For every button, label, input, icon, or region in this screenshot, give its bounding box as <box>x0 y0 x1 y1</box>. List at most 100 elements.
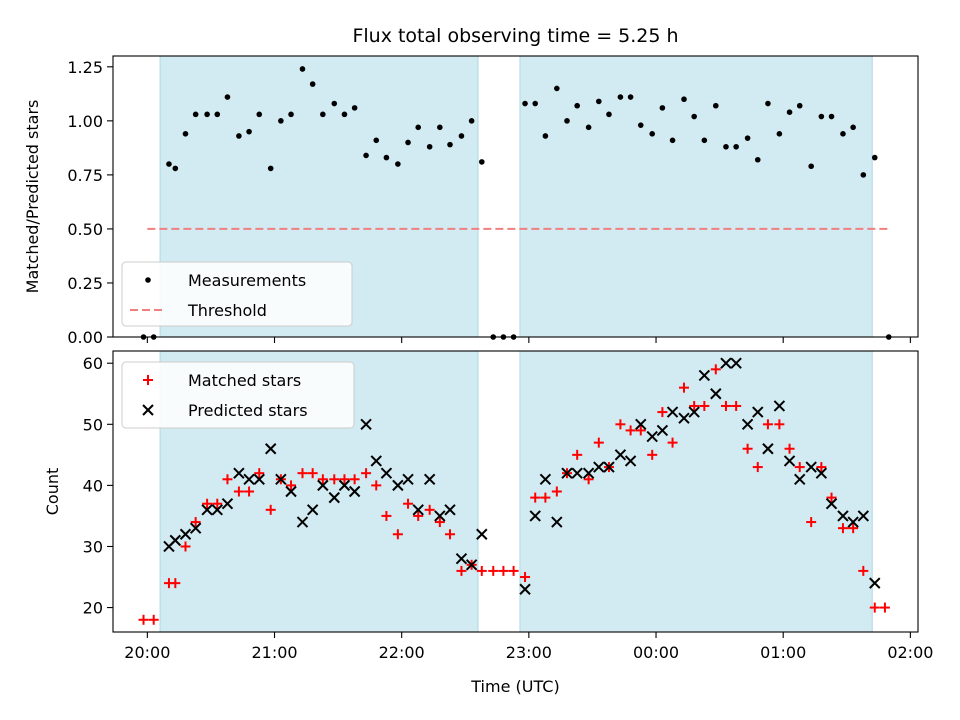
bottom-legend: Matched stars Predicted stars <box>121 361 355 429</box>
measurement-point <box>860 172 867 178</box>
predicted-star-point <box>561 467 573 479</box>
predicted-star-point <box>519 583 531 595</box>
predicted-star-point <box>720 357 732 369</box>
matched-star-point <box>361 468 372 479</box>
predicted-star-point <box>338 479 351 492</box>
measurement-point <box>564 118 570 124</box>
matched-star-point <box>806 517 817 528</box>
bottom-legend-box <box>121 361 355 429</box>
matched-star-point <box>498 565 509 576</box>
matched-star-point <box>583 474 594 485</box>
matched-star-point <box>456 565 467 576</box>
matched-star-point <box>371 480 382 491</box>
legend-matched-marker <box>143 375 153 385</box>
predicted-star-point <box>285 485 297 498</box>
x-tick-label: 01:00 <box>760 643 806 662</box>
matched-star-point <box>445 529 456 540</box>
measurement-point <box>458 133 465 139</box>
measurement-point <box>786 109 793 115</box>
measurement-point <box>395 161 401 167</box>
predicted-star-point <box>730 357 742 369</box>
matched-star-point <box>381 510 392 521</box>
bottom-y-axis-label: Count <box>43 468 62 516</box>
bottom-y-tick-label: 30 <box>83 537 103 556</box>
matched-star-point <box>403 498 414 509</box>
x-tick-label: 20:00 <box>124 643 170 662</box>
matched-star-point <box>593 437 604 448</box>
measurement-point <box>426 143 433 150</box>
predicted-star-point <box>710 388 722 400</box>
matched-star-point <box>615 419 626 430</box>
measurement-point <box>309 81 316 87</box>
predicted-star-point <box>348 485 361 498</box>
predicted-star-point <box>741 418 754 431</box>
matched-star-point <box>625 425 636 436</box>
predicted-star-point <box>253 473 265 485</box>
measurement-point <box>585 124 592 131</box>
measurement-point <box>744 135 751 141</box>
matched-star-point <box>170 578 181 589</box>
measurement-point <box>637 122 644 128</box>
matched-star-point <box>434 517 445 528</box>
bottom-x-ticks: 20:00 21:00 22:00 23:00 00:00 01:00 02:00 <box>124 632 933 662</box>
measurement-point <box>320 111 326 118</box>
matched-star-point <box>476 565 487 576</box>
matched-star-point <box>349 474 360 485</box>
predicted-star-point <box>328 491 340 504</box>
measurement-point <box>723 143 729 150</box>
matched-star-point <box>858 565 869 576</box>
predicted-star-point <box>211 504 223 516</box>
matched-star-point <box>265 504 276 515</box>
predicted-star-point <box>221 498 234 510</box>
predicted-star-point <box>179 528 192 540</box>
predicted-star-point <box>380 467 393 479</box>
matched-star-point <box>742 443 753 454</box>
measurement-point <box>383 154 390 161</box>
matched-star-point <box>317 474 328 485</box>
matched-star-point <box>212 498 223 509</box>
matched-star-point <box>635 425 646 436</box>
top-legend-label: Threshold <box>187 301 267 320</box>
matched-star-point <box>879 602 890 613</box>
bottom-y-tick-label: 60 <box>83 354 103 373</box>
measurement-point <box>701 137 708 144</box>
measurement-point <box>595 98 602 105</box>
predicted-star-point <box>794 473 806 485</box>
predicted-star-point <box>635 418 647 431</box>
predicted-star-point <box>805 461 817 473</box>
top-panel: 0.00 0.25 0.50 0.75 1.00 1.25 Matched/Predict… <box>23 55 919 347</box>
matched-star-point <box>339 474 350 485</box>
matched-star-point <box>572 449 583 460</box>
measurement-point <box>331 100 338 107</box>
predicted-star-point <box>201 504 213 516</box>
bottom-panel: 20 30 40 50 60 20:00 21:00 22:00 23:00 00:00 01:0… <box>43 350 933 662</box>
predicted-star-point <box>847 516 859 528</box>
top-y-axis-label: Matched/Predicted stars <box>23 100 42 294</box>
matched-star-point <box>413 510 424 521</box>
bottom-legend-label: Matched stars <box>188 371 301 390</box>
matched-star-point <box>540 492 551 503</box>
measurement-point <box>712 102 719 109</box>
predicted-star-point <box>233 467 245 479</box>
measurement-point <box>776 131 783 137</box>
predicted-star-point <box>857 510 870 522</box>
matched-star-point <box>647 449 658 460</box>
matched-star-point <box>148 614 159 625</box>
matched-star-point <box>667 437 678 448</box>
bottom-y-ticks: 20 30 40 50 60 <box>83 354 113 618</box>
measurement-point <box>691 113 697 120</box>
predicted-star-point <box>465 559 478 571</box>
measurement-point <box>278 118 284 124</box>
bottom-legend-label: Predicted stars <box>188 401 308 420</box>
measurement-point <box>447 141 453 148</box>
predicted-star-point <box>529 510 541 522</box>
matched-star-point <box>657 407 668 418</box>
matched-star-point <box>720 400 731 411</box>
chart-title: Flux total observing time = 5.25 h <box>352 25 678 47</box>
predicted-star-point <box>434 510 446 522</box>
x-axis-label: Time (UTC) <box>470 677 559 696</box>
measurement-point <box>554 85 560 92</box>
bottom-y-tick-label: 40 <box>83 476 103 495</box>
measurement-point <box>192 111 199 118</box>
top-legend-box <box>121 261 353 327</box>
